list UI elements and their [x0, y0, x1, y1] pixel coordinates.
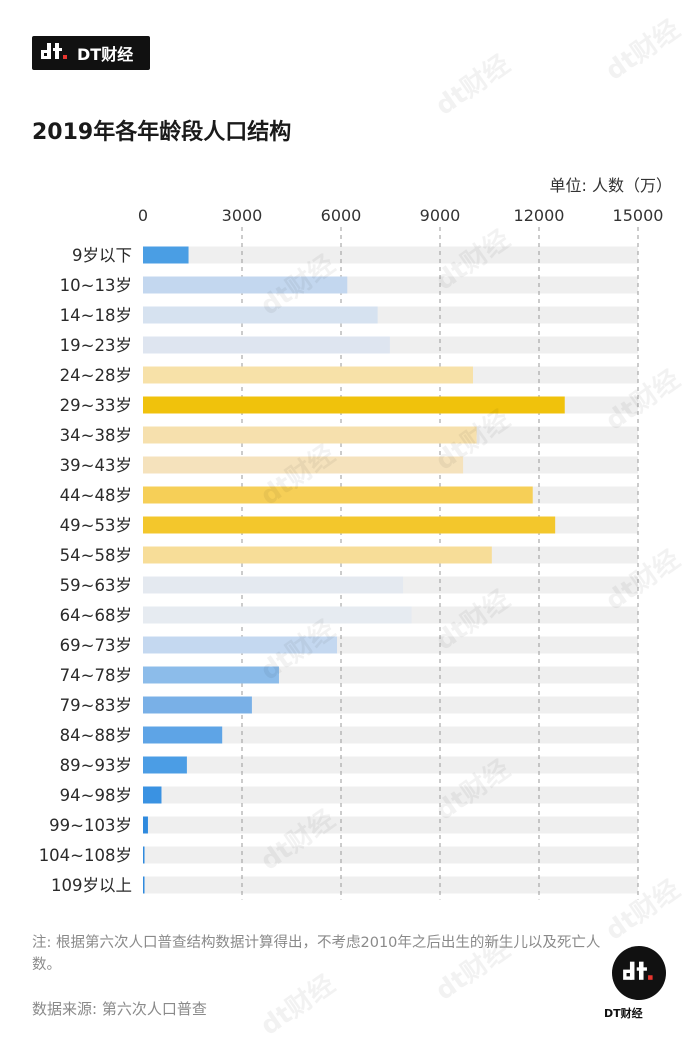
category-label: 49~53岁: [60, 516, 132, 535]
unit-label: 单位: 人数（万）: [549, 176, 672, 195]
bar: [143, 576, 404, 594]
bar: [143, 246, 189, 264]
bar: [143, 516, 556, 534]
bar: [143, 816, 148, 834]
bar-track: [143, 876, 638, 894]
bar: [143, 336, 390, 354]
bar-track: [143, 696, 638, 714]
bar: [143, 846, 145, 864]
bar: [143, 486, 533, 504]
x-tick-label: 12000: [514, 206, 565, 225]
x-tick-label: 6000: [321, 206, 362, 225]
category-label: 79~83岁: [60, 696, 132, 715]
badge-brand-name: DT财经: [604, 1007, 643, 1020]
bar: [143, 456, 464, 474]
category-label: 9岁以下: [72, 246, 132, 265]
bar-track: [143, 726, 638, 744]
category-label: 104~108岁: [39, 846, 132, 865]
chart-title: 2019年各年龄段人口结构: [32, 120, 292, 145]
bar: [143, 276, 348, 294]
category-label: 34~38岁: [60, 426, 132, 445]
category-label: 29~33岁: [60, 396, 132, 415]
bar: [143, 726, 223, 744]
bar: [143, 636, 338, 654]
brand-name: DT财经: [77, 45, 134, 64]
x-tick-label: 0: [138, 206, 148, 225]
brand-logo: DT财经: [32, 36, 150, 70]
watermark: dt财经: [600, 14, 686, 87]
category-label: 54~58岁: [60, 546, 132, 565]
watermark: dt财经: [255, 969, 341, 1042]
category-label: 14~18岁: [60, 306, 132, 325]
bar-track: [143, 846, 638, 864]
bar: [143, 396, 565, 414]
category-label: 10~13岁: [60, 276, 132, 295]
category-label: 39~43岁: [60, 456, 132, 475]
x-tick-label: 15000: [613, 206, 664, 225]
bar: [143, 546, 492, 564]
dt-badge-icon: [623, 961, 653, 980]
category-label: 69~73岁: [60, 636, 132, 655]
category-label: 94~98岁: [60, 786, 132, 805]
category-label: 89~93岁: [60, 756, 132, 775]
bar-track: [143, 786, 638, 804]
bar: [143, 366, 473, 384]
category-label: 109岁以上: [51, 876, 132, 895]
bar: [143, 756, 187, 774]
x-tick-label: 9000: [420, 206, 461, 225]
bar: [143, 606, 412, 624]
population-bar-chart: 0 3000 6000 9000 12000 15000 9岁以下 10~13岁 14~18岁 1…: [39, 206, 664, 900]
dt-logo-icon: [41, 43, 67, 59]
category-label: 74~78岁: [60, 666, 132, 685]
bar: [143, 876, 145, 894]
bar-track: [143, 246, 638, 264]
category-label: 84~88岁: [60, 726, 132, 745]
bar: [143, 786, 162, 804]
bar: [143, 306, 378, 324]
x-tick-label: 3000: [222, 206, 263, 225]
brand-badge: [612, 946, 666, 1000]
data-source: 数据来源: 第六次人口普查: [32, 1000, 207, 1018]
category-label: 24~28岁: [60, 366, 132, 385]
category-label: 64~68岁: [60, 606, 132, 625]
category-label: 19~23岁: [60, 336, 132, 355]
watermark: dt财经: [430, 49, 516, 122]
category-label: 44~48岁: [60, 486, 132, 505]
category-label: 59~63岁: [60, 576, 132, 595]
category-label: 99~103岁: [49, 816, 132, 835]
bar-track: [143, 816, 638, 834]
bar: [143, 666, 279, 684]
footnote: 注: 根据第六次人口普查结构数据计算得出，不考虑2010年之后出生的新生儿以及死…: [32, 935, 601, 973]
bar: [143, 696, 252, 714]
bar: [143, 426, 477, 444]
bar-track: [143, 756, 638, 774]
